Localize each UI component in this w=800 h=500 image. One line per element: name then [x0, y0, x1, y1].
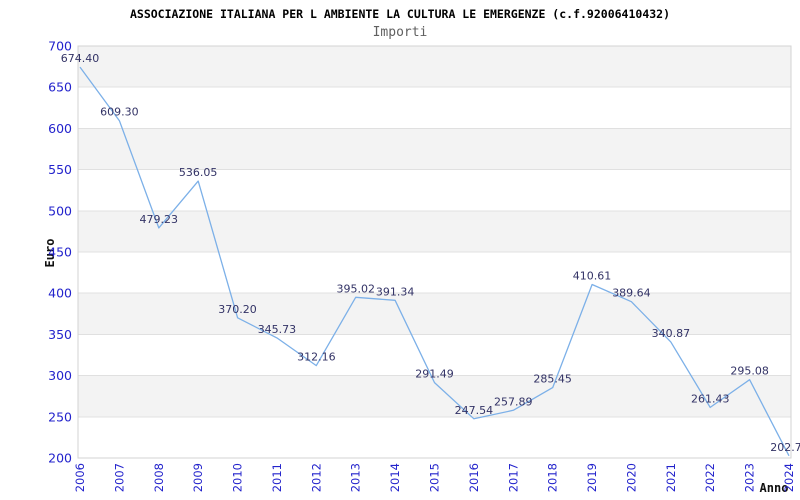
data-point-label: 291.49 [415, 368, 454, 381]
x-tick-label: 2021 [664, 463, 678, 492]
data-point-label: 257.89 [494, 395, 533, 408]
data-point-label: 410.61 [573, 269, 612, 282]
x-tick-label: 2006 [73, 463, 87, 492]
data-point-label: 261.43 [691, 392, 730, 405]
data-point-label: 479.23 [140, 213, 179, 226]
x-tick-label: 2010 [231, 463, 245, 492]
y-axis-tick-labels: 200 250 300 350 400 450 500 550 600 650 700 [48, 39, 72, 466]
chart-subtitle: Importi [372, 25, 428, 40]
x-tick-label: 2020 [624, 463, 638, 492]
grid-band [78, 46, 791, 88]
data-point-label: 609.30 [100, 106, 139, 119]
data-point-label: 340.87 [652, 327, 691, 340]
data-point-label: 295.08 [730, 365, 769, 378]
y-tick-label: 450 [48, 245, 72, 260]
data-point-label: 536.05 [179, 166, 218, 179]
data-point-label: 674.40 [61, 52, 100, 65]
data-point-label: 391.34 [376, 285, 415, 298]
y-tick-label: 300 [48, 368, 72, 383]
grid-band [78, 210, 791, 252]
x-tick-label: 2009 [191, 463, 205, 492]
x-tick-label: 2011 [270, 463, 284, 492]
y-tick-label: 600 [48, 121, 72, 136]
data-point-label: 247.54 [455, 404, 494, 417]
data-point-label: 370.20 [218, 303, 257, 316]
x-tick-label: 2008 [152, 463, 166, 492]
data-point-label: 202.7 [770, 441, 800, 454]
x-tick-label: 2012 [309, 463, 323, 492]
x-tick-label: 2022 [703, 463, 717, 492]
x-tick-label: 2017 [506, 463, 520, 492]
x-tick-label: 2024 [782, 463, 796, 492]
y-tick-label: 400 [48, 286, 72, 301]
chart-title: ASSOCIAZIONE ITALIANA PER L AMBIENTE LA … [129, 7, 671, 21]
data-point-label: 389.64 [612, 287, 651, 300]
x-tick-label: 2015 [428, 463, 442, 492]
y-tick-label: 250 [48, 409, 72, 424]
data-line [79, 66, 790, 457]
y-tick-label: 550 [48, 162, 72, 177]
y-tick-label: 650 [48, 80, 72, 95]
grid-band [78, 293, 791, 335]
grid-band [78, 128, 791, 170]
plot-border [77, 45, 792, 459]
x-tick-label: 2018 [546, 463, 560, 492]
grid-lines [78, 86, 791, 418]
y-tick-label: 200 [48, 451, 72, 466]
y-tick-label: 500 [48, 203, 72, 218]
x-axis-title: Anno [759, 481, 789, 495]
data-point-label: 345.73 [258, 323, 297, 336]
data-point-label: 285.45 [533, 373, 572, 386]
y-tick-label: 700 [48, 39, 72, 54]
x-tick-label: 2019 [585, 463, 599, 492]
x-axis-year-labels: 2006 2007 2008 2009 2010 2011 2012 2013 2014 2015… [73, 463, 796, 492]
data-point-label: 395.02 [336, 282, 375, 295]
grid-bands [78, 46, 791, 417]
data-point-label: 312.16 [297, 351, 336, 364]
y-tick-label: 350 [48, 327, 72, 342]
x-tick-label: 2013 [349, 463, 363, 492]
x-tick-label: 2007 [112, 463, 126, 492]
x-tick-label: 2016 [467, 463, 481, 492]
x-tick-label: 2014 [388, 463, 402, 492]
x-tick-label: 2023 [743, 463, 757, 492]
